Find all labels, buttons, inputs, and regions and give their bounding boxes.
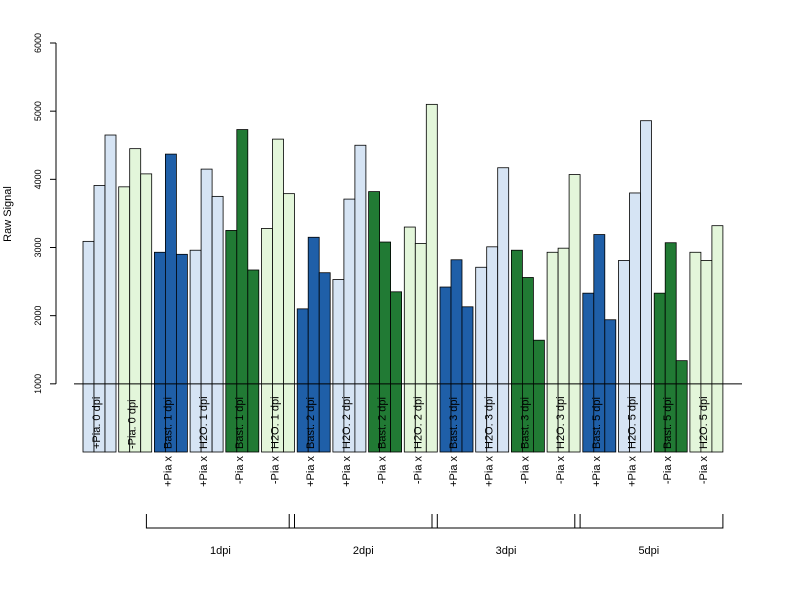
y-tick-label: 2000 <box>33 306 43 326</box>
time-group-brackets: 1dpi 2dpi 3dpi 5dpi <box>145 514 724 557</box>
bar-group-label: Bast. 2 dpi <box>377 397 389 449</box>
bar <box>390 291 403 453</box>
bar-group-sublabel: +Pia x <box>341 456 353 487</box>
bar-group-sublabel: -Pia x <box>412 456 424 485</box>
y-tick-label: 1000 <box>33 374 43 394</box>
bar <box>354 144 367 453</box>
bar <box>175 253 188 453</box>
bar-group-sublabel: -Pia x <box>555 456 567 485</box>
bar <box>640 120 652 453</box>
bar-group-label: Bast. 1 dpi <box>162 397 174 449</box>
bar <box>140 173 153 453</box>
bar-group-label: Bast. 5 dpi <box>591 397 603 449</box>
time-group-bracket <box>574 514 724 529</box>
bar <box>711 225 724 453</box>
bars <box>82 103 724 453</box>
bar-group-label: H2O. 3 dpi <box>555 396 567 449</box>
bar-group-label: Bast. 3 dpi <box>519 397 531 449</box>
bar-group-label: -Pia. 0 dpi <box>127 399 139 449</box>
bar-group-label: +Pia. 0 dpi <box>91 397 103 449</box>
bar-group-sublabel: +Pia x <box>305 456 317 487</box>
bar-group-sublabel: +Pia x <box>591 456 603 487</box>
bar <box>283 193 295 453</box>
bar-group-label: H2O. 2 dpi <box>412 396 424 449</box>
bar <box>497 167 510 453</box>
bar-group-label: Bast. 3 dpi <box>448 397 460 449</box>
bar-labels: +Pia. 0 dpi -Pia. 0 dpi Bast. 1 dpi +Pia x H… <box>91 396 710 486</box>
time-group-bracket <box>145 514 295 529</box>
bar-group-sublabel: +Pia x <box>198 456 210 487</box>
time-group-bracket <box>288 514 438 529</box>
bar-group-sublabel: -Pia x <box>698 456 710 485</box>
bar-group-sublabel: -Pia x <box>662 456 674 485</box>
bar <box>461 306 474 453</box>
bar-group-label: H2O. 1 dpi <box>198 396 210 449</box>
bar-group-label: Bast. 2 dpi <box>305 397 317 449</box>
y-tick-label: 3000 <box>33 237 43 257</box>
bar-group-label: H2O. 1 dpi <box>270 396 282 449</box>
time-group-label: 1dpi <box>210 545 231 557</box>
bar <box>247 269 260 453</box>
bar-group-sublabel: +Pia x <box>484 456 496 487</box>
y-tick-label: 6000 <box>33 33 43 53</box>
bar <box>211 195 224 453</box>
bar <box>318 272 331 453</box>
bar-group-sublabel: -Pia x <box>234 456 246 485</box>
bar <box>425 103 438 453</box>
bar-group-label: H2O. 5 dpi <box>698 396 710 449</box>
bar <box>664 242 677 453</box>
bar-group-sublabel: -Pia x <box>519 456 531 485</box>
bar-group-label: H2O. 2 dpi <box>341 396 353 449</box>
bar-group-sublabel: +Pia x <box>627 456 639 487</box>
bar-group-sublabel: -Pia x <box>270 456 282 485</box>
y-tick-label: 5000 <box>33 101 43 121</box>
bar <box>675 360 688 453</box>
y-tick-label: 4000 <box>33 169 43 189</box>
bar <box>104 134 117 453</box>
y-axis: 1000 2000 3000 4000 5000 6000 <box>33 33 57 394</box>
time-group-label: 5dpi <box>638 545 659 557</box>
y-axis-label: Raw Signal <box>2 186 14 242</box>
bar-group-label: Bast. 5 dpi <box>662 397 674 449</box>
time-group-label: 3dpi <box>496 545 517 557</box>
bar <box>568 174 581 453</box>
bar <box>604 319 617 453</box>
bar-group-label: Bast. 1 dpi <box>234 397 246 449</box>
bar-group-sublabel: +Pia x <box>162 456 174 487</box>
bar <box>533 339 545 453</box>
bar-group-sublabel: -Pia x <box>377 456 389 485</box>
time-group-label: 2dpi <box>353 545 374 557</box>
bar-group-label: H2O. 5 dpi <box>627 396 639 449</box>
time-group-bracket <box>431 514 581 529</box>
bar-group-label: H2O. 3 dpi <box>484 396 496 449</box>
bar-group-sublabel: +Pia x <box>448 456 460 487</box>
